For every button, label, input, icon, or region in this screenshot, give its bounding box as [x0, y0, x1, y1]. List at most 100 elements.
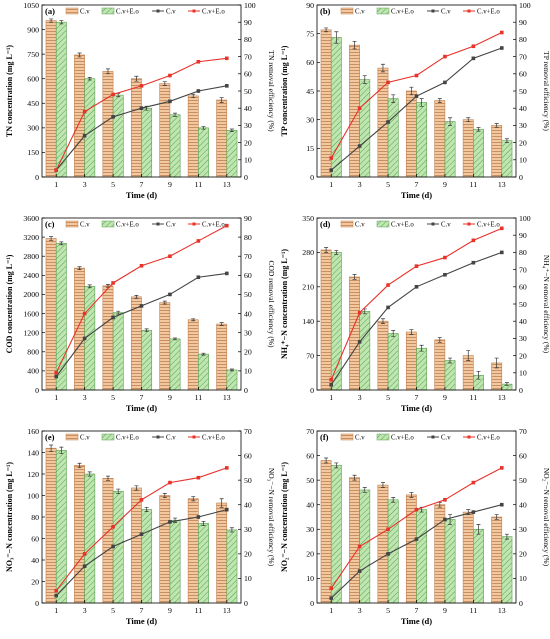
y-tick-label: 2400: [23, 271, 39, 280]
bar-cv-11: [187, 498, 199, 604]
point-cveo-13: [224, 56, 229, 61]
y-tick-label: 2800: [23, 252, 39, 261]
legend: C.v C.v+E.o C.v C.v+E.o: [340, 7, 500, 16]
point-cv-7: [414, 285, 419, 289]
point-cveo-5: [386, 527, 390, 532]
legend-swatch-bar: [340, 433, 354, 441]
point-cv-5: [386, 305, 390, 310]
y2-tick-label: 20: [519, 550, 527, 559]
y2-tick-label: 30: [244, 121, 252, 130]
y-tick-label: 45: [306, 87, 314, 96]
error-bar: [391, 94, 396, 103]
y2-tick-label: 40: [244, 501, 252, 510]
error-bar: [409, 492, 414, 498]
y-tick-label: 600: [27, 75, 39, 84]
x-tick-label: 9: [168, 393, 172, 402]
y-tick-label: 2000: [23, 290, 39, 299]
y-tick-label: 100: [27, 491, 39, 500]
error-bar: [391, 330, 396, 337]
legend-marker: [431, 9, 435, 13]
error-bar: [380, 318, 385, 325]
y-tick-label: 0: [35, 599, 39, 608]
bar-cv-11: [462, 119, 474, 178]
error-bar: [191, 318, 196, 322]
y-tick-label: 0: [310, 386, 314, 395]
x-tick-label: 7: [140, 180, 144, 189]
bar-cv-13: [216, 99, 228, 178]
bar-cv-7: [130, 78, 142, 178]
bar-cveo-7: [416, 347, 428, 391]
y2-tick-label: 80: [244, 35, 252, 44]
point-cv-13: [499, 250, 504, 255]
point-cveo-13: [224, 223, 229, 228]
legend-marker: [467, 435, 471, 439]
error-bar: [173, 517, 178, 523]
y-tick-label: 3600: [23, 214, 39, 223]
y2-tick-label: 60: [244, 271, 252, 280]
x-tick-label: 13: [223, 180, 231, 189]
point-cveo-3: [82, 552, 87, 556]
error-bar: [476, 126, 481, 132]
y2-tick-label: 20: [519, 138, 527, 147]
error-bar: [380, 63, 385, 73]
panel-label: (d): [320, 219, 331, 229]
y2-tick-label: 40: [244, 104, 252, 113]
y-tick-label: 50: [306, 476, 314, 485]
y-tick-label: 900: [27, 25, 39, 34]
point-cv-5: [386, 120, 390, 124]
bar-cveo-7: [141, 509, 153, 604]
bar-cveo-9: [169, 114, 181, 178]
bar-cveo-13: [501, 140, 513, 178]
y-tick-label: 350: [302, 214, 314, 223]
bar-cv-5: [102, 477, 114, 604]
bar-cveo-13: [226, 130, 238, 178]
y-tick-label: 0: [310, 599, 314, 608]
error-bar: [201, 352, 206, 356]
point-cv-7: [139, 304, 144, 308]
point-cv-3: [357, 340, 362, 344]
bar-cv-1: [320, 460, 332, 604]
bar-cv-1: [320, 249, 332, 391]
point-cv-5: [111, 315, 115, 320]
bar-cv-5: [377, 320, 389, 391]
y2-tick-label: 90: [519, 231, 527, 240]
legend-marker: [156, 435, 160, 439]
point-cveo-13: [499, 30, 504, 35]
point-cveo-13: [499, 466, 504, 470]
y-tick-label: 0: [310, 173, 314, 182]
x-tick-label: 5: [386, 606, 390, 615]
legend-label: C.v: [166, 222, 176, 229]
x-tick-label: 11: [195, 180, 203, 189]
bar-cveo-13: [226, 369, 238, 391]
bar-cveo-1: [55, 243, 67, 391]
point-cv-9: [168, 292, 172, 297]
error-bar: [49, 444, 54, 452]
bar-cv-5: [102, 71, 114, 178]
error-bar: [49, 18, 54, 23]
legend-label: C.v+E.o: [116, 435, 139, 442]
error-bar: [437, 98, 442, 103]
y2-axis-title: NO₃⁻−N removal efficiency (%): [267, 468, 276, 567]
legend-label: C.v: [355, 435, 365, 442]
bar-cveo-3: [359, 79, 371, 178]
y2-tick-label: 70: [519, 427, 527, 436]
bar-cv-3: [74, 267, 85, 391]
legend-label: C.v+E.o: [116, 222, 139, 229]
bar-cv-9: [159, 302, 171, 391]
bar-cveo-11: [473, 528, 484, 604]
legend-swatch-bar: [101, 7, 115, 15]
x-tick-label: 5: [386, 393, 390, 402]
point-cveo-3: [357, 310, 362, 315]
error-bar: [334, 250, 339, 255]
point-cv-1: [54, 374, 59, 379]
legend-label: C.v+E.o: [477, 222, 500, 229]
error-bar: [134, 75, 139, 82]
y2-tick-label: 60: [519, 283, 527, 292]
bar-cveo-3: [84, 78, 96, 178]
error-bar: [191, 93, 196, 98]
x-tick-label: 11: [470, 606, 478, 615]
y2-tick-label: 70: [519, 52, 527, 61]
y-axis-title: COD concentration (mg L⁻¹): [5, 254, 14, 353]
error-bar: [134, 295, 139, 299]
